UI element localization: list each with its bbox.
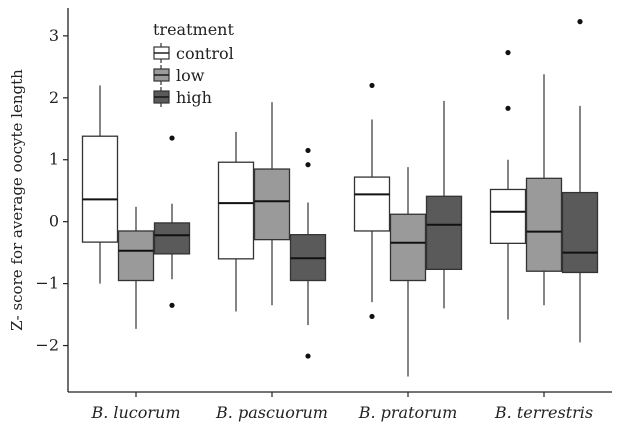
box-iqr bbox=[117, 230, 155, 282]
legend-title: treatment bbox=[153, 20, 234, 39]
box-high bbox=[289, 147, 327, 359]
box-control bbox=[81, 85, 119, 284]
legend: treatment control low high bbox=[153, 20, 234, 107]
box-low bbox=[389, 167, 427, 377]
box-low bbox=[525, 74, 563, 306]
box-control bbox=[353, 82, 391, 320]
box-iqr bbox=[525, 177, 563, 272]
legend-label: low bbox=[176, 66, 205, 85]
outlier-point bbox=[305, 147, 311, 154]
box-iqr bbox=[153, 222, 191, 255]
x-axis-category-labels: B. lucorum B. pascuorum B. pratorum B. terr… bbox=[90, 392, 593, 422]
legend-item-high: high bbox=[153, 87, 212, 107]
boxplot-series bbox=[81, 19, 599, 377]
legend-item-control: control bbox=[153, 43, 234, 63]
box-iqr bbox=[253, 168, 291, 241]
box-high bbox=[561, 19, 599, 343]
y-tick-label: −1 bbox=[35, 274, 59, 293]
y-axis-title: Z- score for average oocyte length bbox=[8, 69, 26, 331]
outlier-point bbox=[369, 313, 375, 320]
x-tick-label: B. pascuorum bbox=[215, 403, 328, 422]
y-tick-label: 1 bbox=[49, 150, 59, 169]
box-low bbox=[253, 102, 291, 306]
outlier-point bbox=[577, 19, 583, 25]
outlier-point bbox=[505, 105, 511, 111]
y-tick-label: −2 bbox=[35, 336, 59, 355]
legend-item-low: low bbox=[153, 65, 205, 85]
box-iqr bbox=[425, 195, 463, 271]
outlier-point bbox=[169, 302, 175, 308]
outlier-point bbox=[369, 82, 375, 89]
box-low bbox=[117, 206, 155, 329]
outlier-point bbox=[169, 135, 175, 141]
box-iqr bbox=[561, 191, 599, 274]
box-iqr bbox=[389, 213, 427, 282]
y-tick-label: 3 bbox=[49, 26, 59, 45]
box-iqr bbox=[81, 135, 119, 243]
x-tick-label: B. lucorum bbox=[90, 403, 180, 422]
box-high bbox=[425, 100, 463, 309]
box-control bbox=[489, 49, 527, 320]
series-control bbox=[81, 49, 527, 320]
box-iqr bbox=[489, 188, 527, 245]
series-high bbox=[153, 19, 599, 359]
box-high bbox=[153, 135, 191, 308]
y-tick-label: 2 bbox=[49, 88, 59, 107]
x-tick-label: B. pratorum bbox=[358, 403, 458, 422]
x-tick-label: B. terrestris bbox=[494, 403, 593, 422]
outlier-point bbox=[305, 162, 311, 168]
box-iqr bbox=[353, 176, 391, 232]
series-low bbox=[117, 74, 563, 377]
outlier-point bbox=[505, 49, 511, 56]
legend-items: control low high bbox=[153, 43, 234, 107]
y-axis-ticks: −2 −1 0 1 2 3 bbox=[35, 26, 68, 355]
outlier-point bbox=[305, 353, 311, 359]
y-tick-label: 0 bbox=[49, 212, 59, 231]
legend-label: control bbox=[176, 44, 234, 63]
axes bbox=[67, 8, 612, 393]
box-control bbox=[217, 131, 255, 312]
legend-label: high bbox=[176, 88, 212, 107]
box-iqr bbox=[217, 161, 255, 260]
